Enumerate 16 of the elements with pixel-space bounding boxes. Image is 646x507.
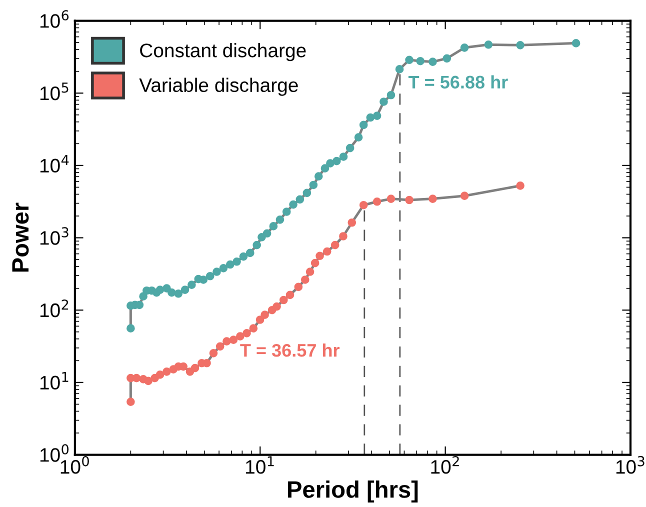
legend-label: Variable discharge xyxy=(139,78,298,96)
x-tick-label: 10$^{3}$ xyxy=(616,456,644,474)
annotation: T = 56.88 hr xyxy=(408,75,508,89)
x-tick-label: 10$^{1}$ xyxy=(246,456,274,474)
y-tick-label: 10$^{6}$ xyxy=(40,10,69,28)
legend-label: Constant discharge xyxy=(140,43,306,62)
x-tick-label: 10$^{0}$ xyxy=(60,456,89,474)
y-tick-label: 10$^{5}$ xyxy=(40,82,68,100)
x-tick-label: 10$^{2}$ xyxy=(431,456,459,474)
y-tick-label: 10$^{4}$ xyxy=(40,154,69,173)
y-tick-label: 10$^{2}$ xyxy=(40,299,68,318)
y-tick-label: 10$^{1}$ xyxy=(40,372,68,390)
annotation: T = 36.57 hr xyxy=(240,344,340,357)
x-axis-title: Period [hrs] xyxy=(288,480,418,503)
y-axis-title: Power xyxy=(12,202,29,272)
y-tick-label: 10$^{3}$ xyxy=(40,227,68,245)
